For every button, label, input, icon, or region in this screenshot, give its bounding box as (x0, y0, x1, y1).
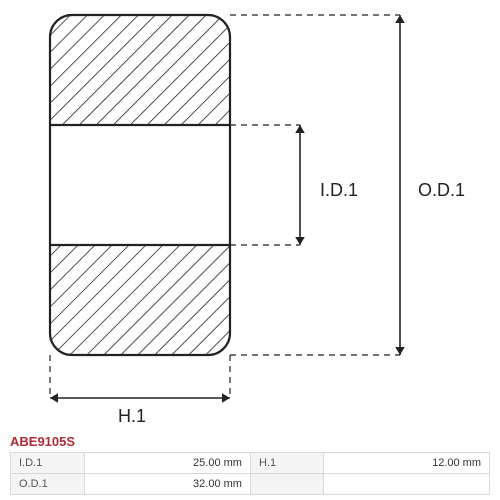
svg-text:H.1: H.1 (118, 406, 146, 426)
spec-label: O.D.1 (11, 474, 85, 495)
spec-label: I.D.1 (11, 453, 85, 474)
svg-text:O.D.1: O.D.1 (418, 180, 465, 200)
spec-value: 12.00 mm (324, 453, 490, 474)
part-number: ABE9105S (0, 430, 500, 452)
bearing-cross-section-diagram: I.D.1 O.D.1 H.1 (0, 0, 500, 430)
spec-label: H.1 (250, 453, 323, 474)
table-row: I.D.1 25.00 mm H.1 12.00 mm (11, 453, 490, 474)
spec-value (324, 474, 490, 495)
spec-value: 25.00 mm (85, 453, 251, 474)
spec-value: 32.00 mm (85, 474, 251, 495)
spec-label (250, 474, 323, 495)
specification-table: I.D.1 25.00 mm H.1 12.00 mm O.D.1 32.00 … (10, 452, 490, 495)
table-row: O.D.1 32.00 mm (11, 474, 490, 495)
svg-text:I.D.1: I.D.1 (320, 180, 358, 200)
